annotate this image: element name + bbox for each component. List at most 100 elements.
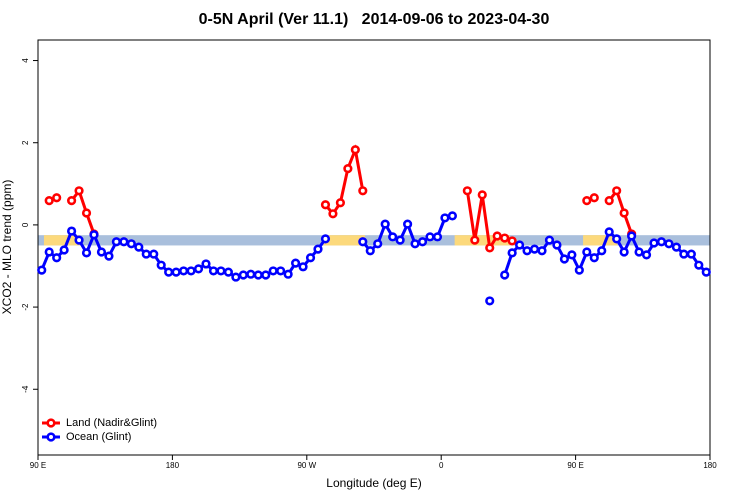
point (89, 230, 99, 240)
point (612, 186, 622, 196)
point (246, 269, 256, 279)
point (470, 235, 480, 245)
point (582, 247, 592, 257)
point (52, 193, 62, 203)
point (74, 186, 84, 196)
legend-label: Ocean (Glint) (66, 431, 131, 443)
land-band (323, 235, 366, 246)
point (671, 242, 682, 252)
point (81, 208, 92, 218)
point (268, 266, 278, 276)
x-tick-label: 0 (439, 461, 444, 470)
point (432, 232, 443, 242)
point (66, 226, 77, 236)
point (567, 250, 577, 260)
point (388, 232, 398, 242)
point (462, 186, 472, 196)
point (74, 235, 84, 245)
land-band (454, 235, 510, 246)
point (305, 253, 316, 263)
y-tick-label: 2 (21, 140, 30, 145)
point (119, 237, 129, 247)
point (104, 251, 114, 261)
point (686, 249, 696, 259)
point (544, 235, 555, 245)
point (574, 265, 584, 275)
point (216, 266, 226, 276)
point (96, 247, 107, 257)
point (208, 266, 219, 276)
point (298, 262, 308, 272)
point (507, 248, 517, 258)
point (641, 250, 652, 260)
point (552, 240, 562, 250)
point (559, 254, 570, 264)
point (320, 234, 331, 244)
legend-marker (46, 432, 56, 442)
plot-frame (37, 39, 711, 456)
y-tick-label: -2 (21, 303, 30, 311)
point (276, 266, 286, 276)
x-tick-label: 90 E (567, 461, 583, 470)
legend-label: Land (Nadir&Glint) (66, 417, 157, 429)
point (66, 196, 77, 206)
point (612, 234, 622, 244)
point (589, 193, 599, 203)
x-tick-label: 90 E (30, 461, 46, 470)
point (440, 213, 450, 223)
point (664, 239, 674, 249)
point (507, 236, 517, 246)
point (380, 219, 390, 229)
point (320, 200, 331, 210)
point (492, 231, 502, 241)
y-axis-label: XCO2 - MLO trend (ppm) (0, 180, 14, 315)
point (313, 244, 323, 254)
point (529, 244, 540, 254)
point (582, 196, 592, 206)
point (679, 249, 689, 259)
point (395, 235, 405, 245)
point (701, 267, 711, 277)
point (156, 260, 166, 270)
point (111, 237, 121, 247)
point (231, 272, 241, 282)
land-band (583, 235, 618, 246)
point (201, 259, 211, 269)
point (694, 260, 704, 270)
point (164, 267, 174, 277)
point (350, 145, 360, 155)
x-tick-label: 90 W (297, 461, 316, 470)
point (604, 196, 614, 206)
y-tick-label: -4 (21, 385, 30, 393)
point (425, 232, 435, 242)
point (343, 164, 353, 174)
point (373, 239, 383, 249)
point (253, 270, 263, 280)
point (171, 267, 181, 277)
point (126, 239, 136, 249)
point (328, 209, 338, 219)
point (283, 269, 293, 279)
legend-marker (46, 418, 56, 428)
point (52, 253, 62, 263)
point (193, 264, 204, 274)
point (179, 266, 189, 276)
point (410, 239, 420, 249)
x-axis-label: Longitude (deg E) (326, 476, 421, 490)
point (365, 246, 375, 256)
point (44, 196, 54, 206)
point (649, 238, 659, 248)
point (134, 242, 144, 252)
chart-title: 0-5N April (Ver 11.1) 2014-09-06 to 2023… (199, 11, 550, 28)
point (186, 266, 196, 276)
point (358, 186, 368, 196)
x-tick-label: 180 (703, 461, 717, 470)
point (223, 267, 233, 277)
point (597, 246, 607, 256)
point (656, 237, 667, 247)
point (626, 231, 637, 241)
y-tick-label: 4 (21, 58, 30, 63)
point (44, 247, 54, 257)
point (514, 240, 525, 250)
point (261, 270, 271, 280)
